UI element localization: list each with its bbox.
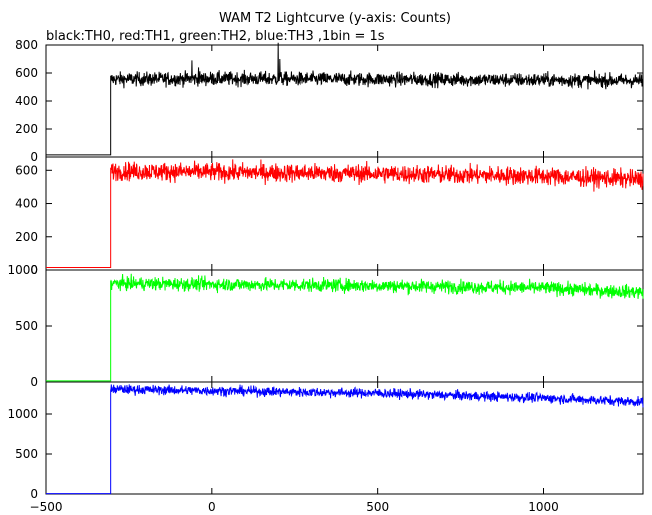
y-tick-label: 200 xyxy=(15,230,38,244)
y-tick-label: 0 xyxy=(30,487,38,501)
y-tick-label: 500 xyxy=(15,447,38,461)
panel-th3: 0 500 1000 xyxy=(7,381,644,501)
y-tick-label: 0 xyxy=(30,375,38,389)
y-tick-label: 200 xyxy=(15,122,38,136)
x-tick-label: 0 xyxy=(208,500,216,514)
panel-th0: 0 200 400 600 800 xyxy=(15,38,644,164)
chart-subtitle: black:TH0, red:TH1, green:TH2, blue:TH3 … xyxy=(46,29,385,44)
x-tick-label: 500 xyxy=(366,500,389,514)
x-tick-label: −500 xyxy=(30,500,63,514)
y-tick-label: 1000 xyxy=(7,263,38,277)
series-line-th1 xyxy=(46,159,644,269)
chart-title: WAM T2 Lightcurve (y-axis: Counts) xyxy=(219,11,451,26)
x-tick-label: 1000 xyxy=(528,500,559,514)
y-tick-label: 1000 xyxy=(7,407,38,421)
panel-frame xyxy=(45,44,644,158)
panel-th1: 0 200 400 600 xyxy=(15,156,644,277)
series-line-th3 xyxy=(46,384,644,495)
y-tick-label: 0 xyxy=(30,263,38,277)
y-tick-label: 0 xyxy=(30,150,38,164)
y-tick-label: 600 xyxy=(15,66,38,80)
y-tick-label: 400 xyxy=(15,197,38,211)
panel-th2: 0 500 1000 xyxy=(7,263,644,389)
series-line-th0 xyxy=(46,42,644,156)
y-tick-label: 400 xyxy=(15,94,38,108)
y-tick-label: 800 xyxy=(15,38,38,52)
series-line-th2 xyxy=(46,273,644,382)
panel-frame xyxy=(45,381,644,495)
x-axis: −500 0 500 1000 xyxy=(30,500,559,514)
y-tick-label: 600 xyxy=(15,163,38,177)
y-tick-label: 500 xyxy=(15,319,38,333)
